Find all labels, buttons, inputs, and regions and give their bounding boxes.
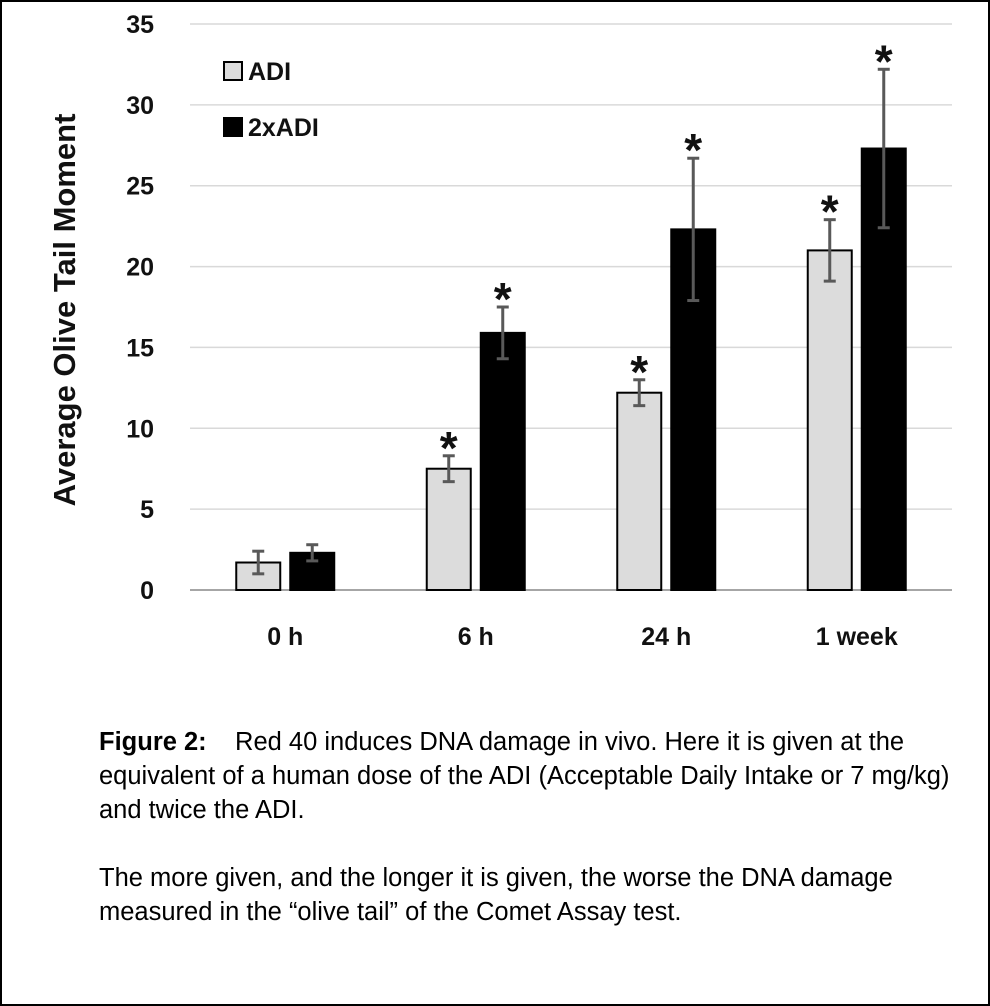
x-tick-label: 24 h (641, 623, 691, 651)
significance-asterisk: * (494, 273, 512, 325)
y-tick-label: 30 (126, 92, 154, 120)
error-bar (306, 543, 319, 563)
caption-paragraph-1: Figure 2: Red 40 induces DNA damage in v… (99, 725, 959, 827)
caption-paragraph-2: The more given, and the longer it is giv… (99, 864, 893, 926)
x-tick-label: 1 week (816, 623, 898, 651)
x-tick-label: 0 h (267, 623, 303, 651)
significance-asterisk: * (875, 35, 893, 87)
y-tick-label: 0 (140, 577, 154, 605)
bar-adi-3 (806, 249, 853, 591)
y-tick-label: 20 (126, 254, 154, 282)
legend-label-2xadi: 2xADI (248, 114, 319, 142)
y-axis-ticks: 0 5 10 15 20 25 30 35 (126, 11, 154, 605)
error-bar (687, 156, 700, 303)
y-axis-label: Average Olive Tail Moment (47, 114, 82, 507)
legend-swatch-adi (223, 61, 243, 81)
error-bars (252, 67, 890, 576)
error-bar (496, 305, 509, 361)
y-tick-label: 5 (140, 496, 154, 524)
y-tick-label: 25 (126, 173, 154, 201)
x-tick-label: 6 h (458, 623, 494, 651)
bar-chart: 0 5 10 15 20 25 30 35 * * * * * * 0 h 6 h 24 h 1 week A… (47, 11, 952, 651)
legend-label-adi: ADI (248, 58, 291, 86)
x-axis-categories: 0 h 6 h 24 h 1 week (267, 623, 898, 651)
error-bar (633, 378, 646, 408)
legend-swatch-2xadi (223, 117, 243, 137)
significance-markers: * * * * * * (440, 35, 893, 473)
significance-asterisk: * (440, 422, 458, 474)
caption-text-1: Red 40 induces DNA damage in vivo. Here … (99, 728, 950, 824)
bars (235, 147, 907, 592)
error-bar (252, 549, 265, 576)
error-bar (823, 218, 836, 283)
significance-asterisk: * (630, 346, 648, 398)
figure-caption: Figure 2: Red 40 induces DNA damage in v… (99, 725, 959, 929)
y-tick-label: 10 (126, 415, 154, 443)
significance-asterisk: * (821, 186, 839, 238)
y-tick-label: 35 (126, 11, 154, 39)
bar-adi-2 (616, 391, 663, 591)
legend: ADI 2xADI (223, 58, 319, 142)
significance-asterisk: * (684, 124, 702, 176)
bar-2xadi-1 (479, 331, 526, 591)
figure-label: Figure 2: (99, 728, 207, 756)
y-tick-label: 15 (126, 334, 154, 362)
bar-adi-1 (425, 467, 472, 592)
error-bar (877, 67, 890, 230)
error-bar (442, 454, 455, 484)
